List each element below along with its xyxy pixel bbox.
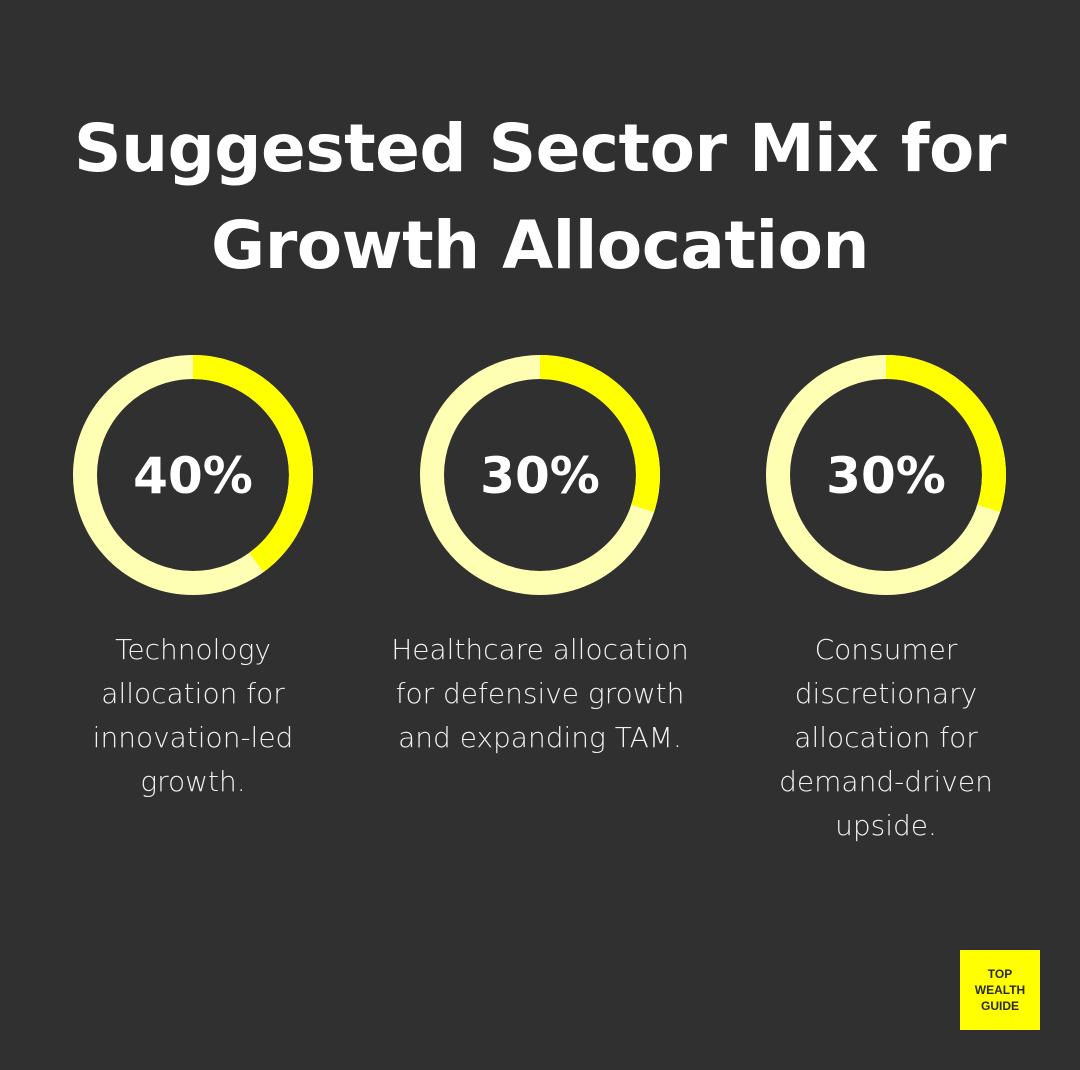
donut-technology: 40% Technology allocation for innovation… <box>43 352 343 804</box>
donut-consumer: 30% Consumer discretionary allocation fo… <box>736 352 1036 848</box>
donut-description: Healthcare allocation for defensive grow… <box>391 633 689 754</box>
donut-chart: 30% <box>766 355 1006 595</box>
logo-line: GUIDE <box>980 999 1019 1013</box>
donut-value-arc <box>420 355 660 595</box>
donut-percent-label: 30% <box>826 447 946 505</box>
brand-logo: TOP WEALTH GUIDE <box>960 950 1040 1030</box>
donut-percent-label: 30% <box>480 447 600 505</box>
donut-description: Technology allocation for innovation-led… <box>92 633 294 798</box>
title-line-1: Suggested Sector Mix for <box>74 110 1006 187</box>
donut-percent-label: 40% <box>133 447 253 505</box>
logo-line: WEALTH <box>974 983 1026 997</box>
logo-line: TOP <box>987 967 1013 981</box>
donut-healthcare: 30% Healthcare allocation for defensive … <box>390 352 690 760</box>
donut-chart: 40% <box>73 355 313 595</box>
donut-value-arc <box>766 355 1006 595</box>
title-line-2: Growth Allocation <box>211 207 869 284</box>
donut-chart: 30% <box>420 355 660 595</box>
donut-value-arc <box>73 355 313 595</box>
page-title: Suggested Sector Mix for Growth Allocati… <box>0 100 1080 294</box>
donut-description: Consumer discretionary allocation for de… <box>779 633 993 842</box>
